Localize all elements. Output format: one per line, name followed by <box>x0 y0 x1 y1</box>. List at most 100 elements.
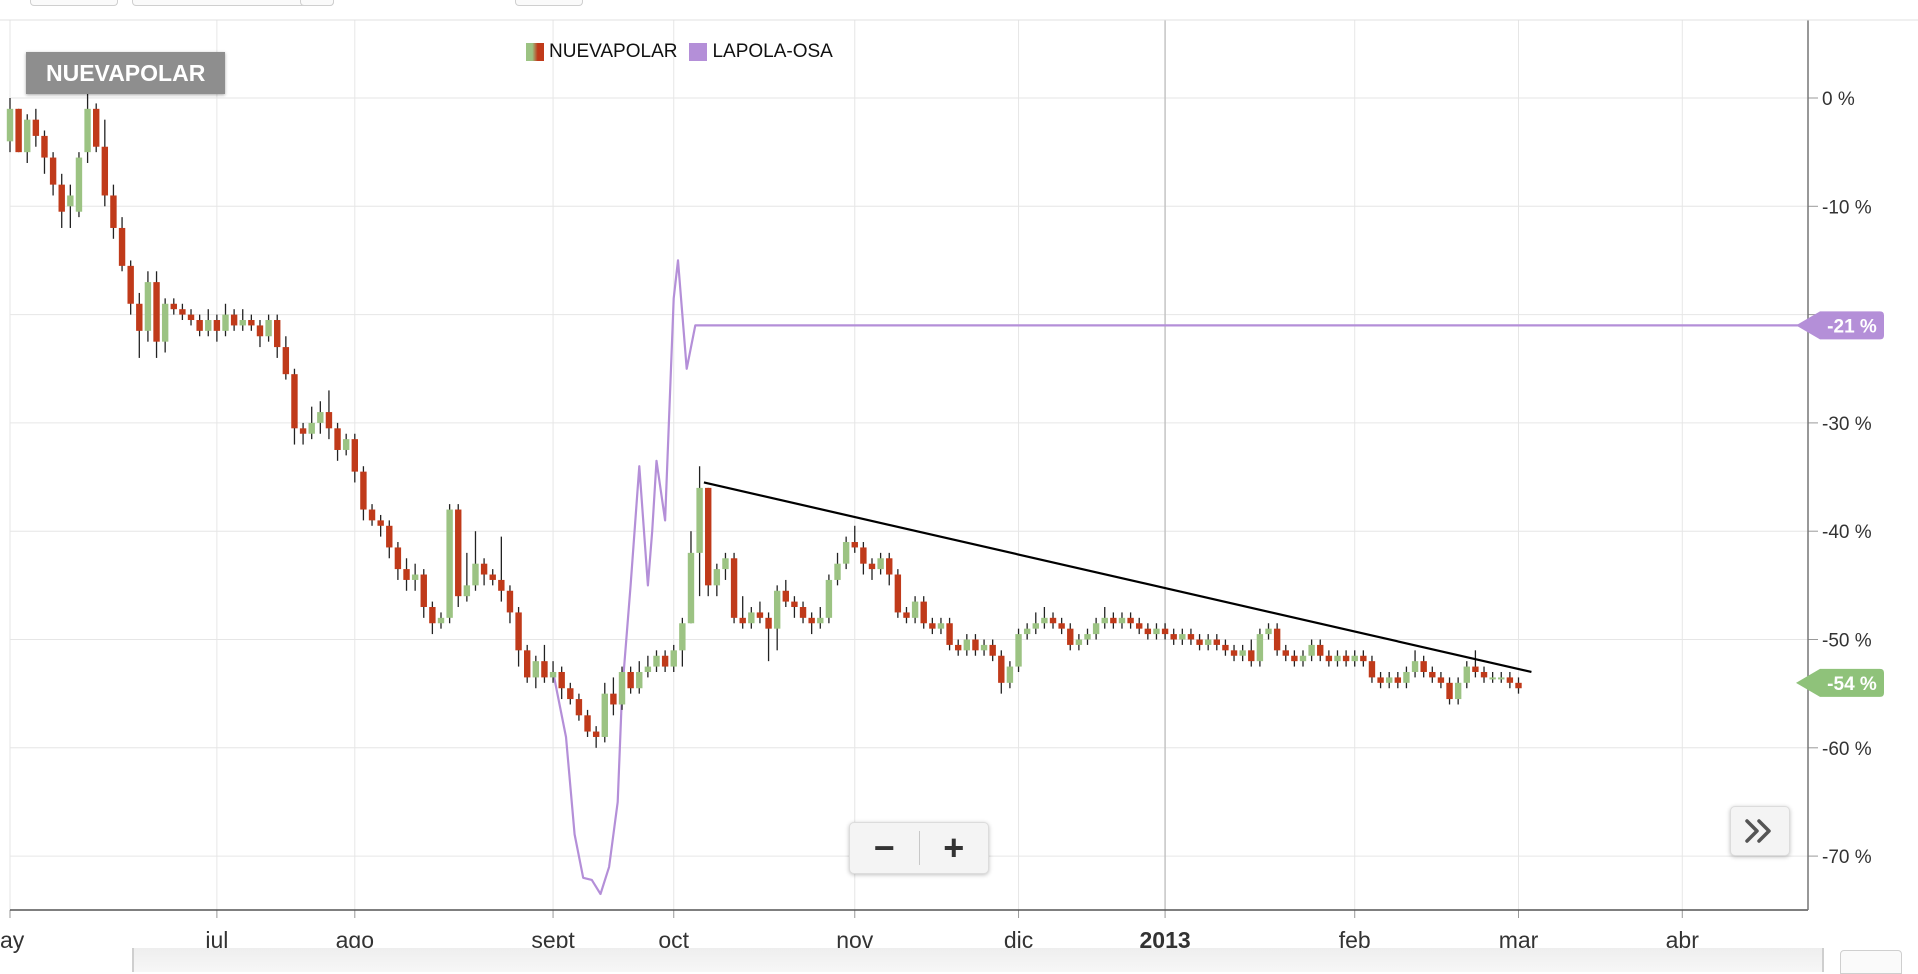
candle-down <box>187 309 195 326</box>
candle-down <box>1282 644 1289 662</box>
candle-body <box>1067 628 1074 645</box>
candle-up <box>963 634 971 656</box>
candle-body <box>282 347 290 375</box>
candle-down <box>705 487 712 597</box>
candle-up <box>1179 628 1186 645</box>
candle-down <box>903 607 910 624</box>
candle-body <box>1463 666 1470 683</box>
candle-up <box>437 612 445 629</box>
candle-body <box>963 639 971 651</box>
series-badge: NUEVAPOLAR <box>26 52 226 94</box>
candle-body <box>748 612 755 624</box>
candle-body <box>1213 639 1220 645</box>
candle-body <box>980 644 988 651</box>
toolbar-dropdown-remnant[interactable] <box>300 0 334 6</box>
legend-item-lapola-osa[interactable]: LAPOLA-OSA <box>689 41 833 63</box>
candle-up <box>1498 671 1505 683</box>
candle-down <box>851 525 858 553</box>
candle-body <box>730 558 738 618</box>
candle-up <box>1006 661 1014 689</box>
candle-up <box>748 607 755 629</box>
candle-body <box>946 623 953 645</box>
candle-down <box>868 558 876 580</box>
navigator-scrollbar[interactable] <box>132 948 1824 972</box>
zoom-in-button[interactable]: + <box>943 827 965 868</box>
candle-up <box>1239 644 1246 662</box>
candle-body <box>1472 666 1479 672</box>
scroll-forward-button[interactable] <box>1730 806 1790 856</box>
candle-down <box>782 579 789 608</box>
candle-body <box>532 661 540 678</box>
candle-up <box>549 661 557 683</box>
candle-body <box>480 563 488 575</box>
candle-body <box>1084 634 1091 640</box>
candle-down <box>429 601 436 635</box>
candle-body <box>567 688 574 700</box>
candle-down <box>1110 612 1117 629</box>
candle-down <box>248 314 255 331</box>
candle-body <box>541 661 548 678</box>
candle-down <box>368 504 376 526</box>
candle-down <box>1342 650 1350 667</box>
candle-body <box>817 617 824 624</box>
navigator-corner-button[interactable] <box>1840 950 1902 974</box>
candle-body <box>1437 677 1445 683</box>
y-tick-label: -10 % <box>1822 197 1872 218</box>
candle-body <box>455 509 462 597</box>
candle-body <box>93 108 100 147</box>
candle-body <box>205 320 212 331</box>
candle-body <box>1110 617 1117 624</box>
candle-body <box>213 320 221 331</box>
legend-label: LAPOLA-OSA <box>712 41 833 62</box>
candle-body <box>627 671 634 689</box>
candle-up <box>1204 634 1212 651</box>
candle-up <box>1463 661 1470 689</box>
candle-down <box>1377 671 1384 689</box>
candle-body <box>15 108 22 153</box>
candle-body <box>1429 671 1436 678</box>
candle-body <box>317 412 324 423</box>
toolbar-button-remnant[interactable] <box>30 0 118 6</box>
candle-body <box>446 509 453 618</box>
legend: NUEVAPOLAR LAPOLA-OSA <box>526 41 833 63</box>
candle-down <box>153 271 160 358</box>
candle-body <box>1101 617 1108 624</box>
candle-down <box>101 119 109 207</box>
legend-item-nuevapolar[interactable]: NUEVAPOLAR <box>526 41 677 63</box>
candle-down <box>920 596 927 629</box>
candle-down <box>49 152 57 196</box>
candle-body <box>403 569 410 580</box>
candle-down <box>1187 628 1195 645</box>
candle-body <box>1092 623 1100 635</box>
candle-body <box>1049 617 1057 624</box>
candle-down <box>386 520 393 559</box>
candle-body <box>144 282 152 331</box>
candle-up <box>1084 628 1091 645</box>
candle-down <box>506 585 514 624</box>
candle-body <box>411 574 419 580</box>
candle-body <box>618 671 626 705</box>
candle-body <box>894 574 902 613</box>
candle-body <box>868 563 876 570</box>
candle-down <box>998 650 1005 694</box>
candle-body <box>136 303 143 331</box>
candle-up <box>713 563 721 597</box>
candle-body <box>1187 634 1195 640</box>
zoom-out-button[interactable]: − <box>873 827 895 868</box>
candle-body <box>722 558 729 570</box>
toolbar-tab-remnant[interactable] <box>515 0 583 6</box>
candle-down <box>1058 617 1065 635</box>
last-value-tags: -21 % -54 % <box>1796 311 1884 697</box>
candle-up <box>670 644 677 672</box>
candle-down <box>515 607 522 667</box>
candle-up <box>472 531 479 591</box>
candle-body <box>1179 634 1186 640</box>
candle-body <box>670 650 677 667</box>
candle-up <box>1101 607 1108 629</box>
candle-body <box>1489 677 1496 680</box>
candle-up <box>1386 671 1393 689</box>
candle-body <box>1342 655 1350 662</box>
candle-body <box>506 590 514 613</box>
candle-up <box>317 401 324 434</box>
